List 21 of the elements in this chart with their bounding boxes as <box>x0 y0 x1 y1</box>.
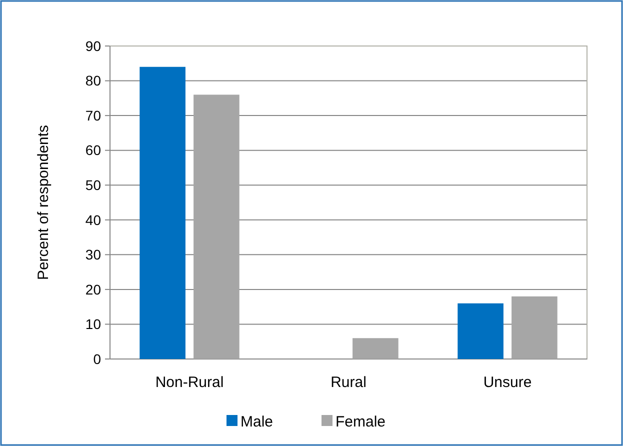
bar <box>512 296 558 359</box>
legend-label: Male <box>240 413 274 430</box>
y-tick-label: 80 <box>85 72 102 89</box>
legend-label: Female <box>336 413 386 430</box>
y-tick-label: 40 <box>85 212 102 228</box>
y-tick-label: 50 <box>85 177 102 194</box>
y-tick-label: 10 <box>85 316 102 332</box>
y-tick-label: 70 <box>85 107 102 124</box>
y-tick-label: 0 <box>93 350 102 367</box>
bar <box>194 94 240 359</box>
bar <box>140 66 186 359</box>
bar <box>458 303 504 359</box>
y-tick-label: 90 <box>85 38 102 54</box>
x-tick-label: Non-Rural <box>155 374 224 391</box>
y-axis-title: Percent of respondents <box>35 124 52 280</box>
y-tick-label: 60 <box>85 142 102 158</box>
y-tick-label: 30 <box>85 246 102 263</box>
bar <box>352 338 398 359</box>
x-tick-label: Rural <box>330 374 366 391</box>
y-tick-label: 20 <box>85 281 102 298</box>
x-tick-label: Unsure <box>483 374 532 391</box>
